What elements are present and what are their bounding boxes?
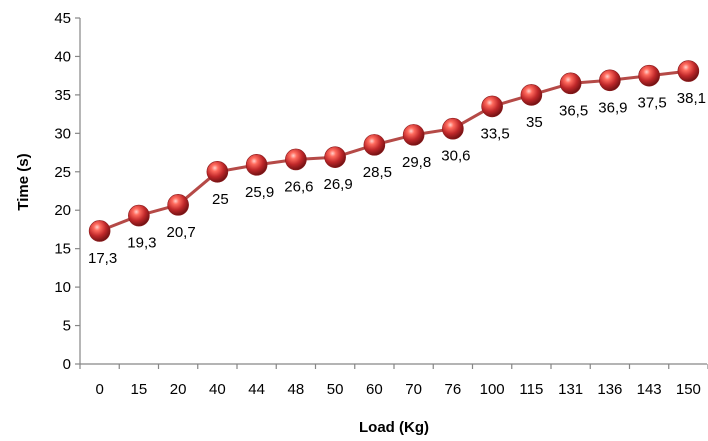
x-tick-label: 44 bbox=[248, 381, 265, 398]
data-label: 28,5 bbox=[363, 164, 392, 181]
y-tick-label: 45 bbox=[54, 10, 71, 27]
x-tick-label: 60 bbox=[366, 381, 383, 398]
data-label: 26,6 bbox=[284, 178, 313, 195]
data-point bbox=[520, 84, 543, 106]
data-point bbox=[481, 95, 503, 118]
data-point bbox=[206, 160, 229, 183]
data-point bbox=[559, 72, 582, 95]
x-tick-label: 50 bbox=[327, 381, 344, 398]
data-point bbox=[363, 134, 386, 156]
x-tick-label: 15 bbox=[131, 381, 148, 398]
series-line bbox=[99, 69, 689, 233]
data-point bbox=[402, 124, 425, 146]
data-point bbox=[88, 220, 111, 242]
x-tick-label: 136 bbox=[597, 381, 622, 398]
y-tick-label: 10 bbox=[54, 279, 71, 296]
y-tick-label: 25 bbox=[54, 164, 71, 181]
y-tick-label: 5 bbox=[63, 318, 71, 335]
data-label: 33,5 bbox=[480, 125, 509, 142]
data-label: 20,7 bbox=[166, 224, 195, 241]
data-label: 25 bbox=[212, 191, 229, 208]
data-point bbox=[324, 146, 346, 168]
data-labels-layer: 17,3 19,3 20,7 25 25,9 26,6 26,9 28,5 29,8 30,6 33… bbox=[88, 90, 706, 267]
x-tick-label: 143 bbox=[637, 381, 662, 398]
x-tick-label: 48 bbox=[288, 381, 305, 398]
data-point bbox=[599, 69, 621, 92]
x-tick-label: 100 bbox=[480, 381, 505, 398]
y-tick-label: 40 bbox=[54, 48, 71, 65]
data-label: 26,9 bbox=[323, 176, 352, 193]
y-tick-label: 35 bbox=[54, 87, 71, 104]
x-tick-label: 76 bbox=[445, 381, 462, 398]
y-tick-label: 0 bbox=[63, 356, 71, 373]
data-point bbox=[677, 60, 700, 82]
x-tick-label: 115 bbox=[519, 381, 543, 398]
y-tick-label: 20 bbox=[54, 202, 71, 219]
x-axis-title: Load (Kg) bbox=[359, 419, 429, 436]
data-label: 37,5 bbox=[637, 95, 666, 112]
x-tick-label: 20 bbox=[170, 381, 187, 398]
data-point bbox=[285, 148, 307, 171]
x-tick-label: 40 bbox=[209, 381, 226, 398]
data-point bbox=[245, 154, 268, 176]
series-line-layer bbox=[99, 69, 689, 233]
data-label: 25,9 bbox=[245, 184, 274, 201]
markers-layer bbox=[88, 60, 700, 242]
y-tick-label: 15 bbox=[54, 241, 71, 258]
x-tick-label: 131 bbox=[558, 381, 583, 398]
data-point bbox=[638, 64, 660, 87]
x-tick-label: 150 bbox=[676, 381, 701, 398]
data-label: 35 bbox=[526, 114, 543, 131]
data-point bbox=[442, 117, 464, 140]
axes: 0 5 10 15 20 25 30 35 40 45 0 15 20 40 44 48 50 60 70 76 100… bbox=[54, 10, 708, 398]
y-tick-label: 30 bbox=[54, 125, 71, 142]
data-point bbox=[128, 204, 150, 227]
data-label: 36,9 bbox=[598, 99, 627, 116]
data-label: 29,8 bbox=[402, 154, 431, 171]
x-tick-label: 70 bbox=[405, 381, 422, 398]
data-label: 19,3 bbox=[127, 235, 156, 252]
data-label: 36,5 bbox=[559, 102, 588, 119]
x-tick-label: 0 bbox=[95, 381, 103, 398]
data-label: 17,3 bbox=[88, 250, 117, 267]
data-label: 30,6 bbox=[441, 148, 470, 165]
data-point bbox=[167, 194, 189, 216]
data-label: 38,1 bbox=[677, 90, 706, 107]
y-axis-title: Time (s) bbox=[15, 153, 32, 210]
